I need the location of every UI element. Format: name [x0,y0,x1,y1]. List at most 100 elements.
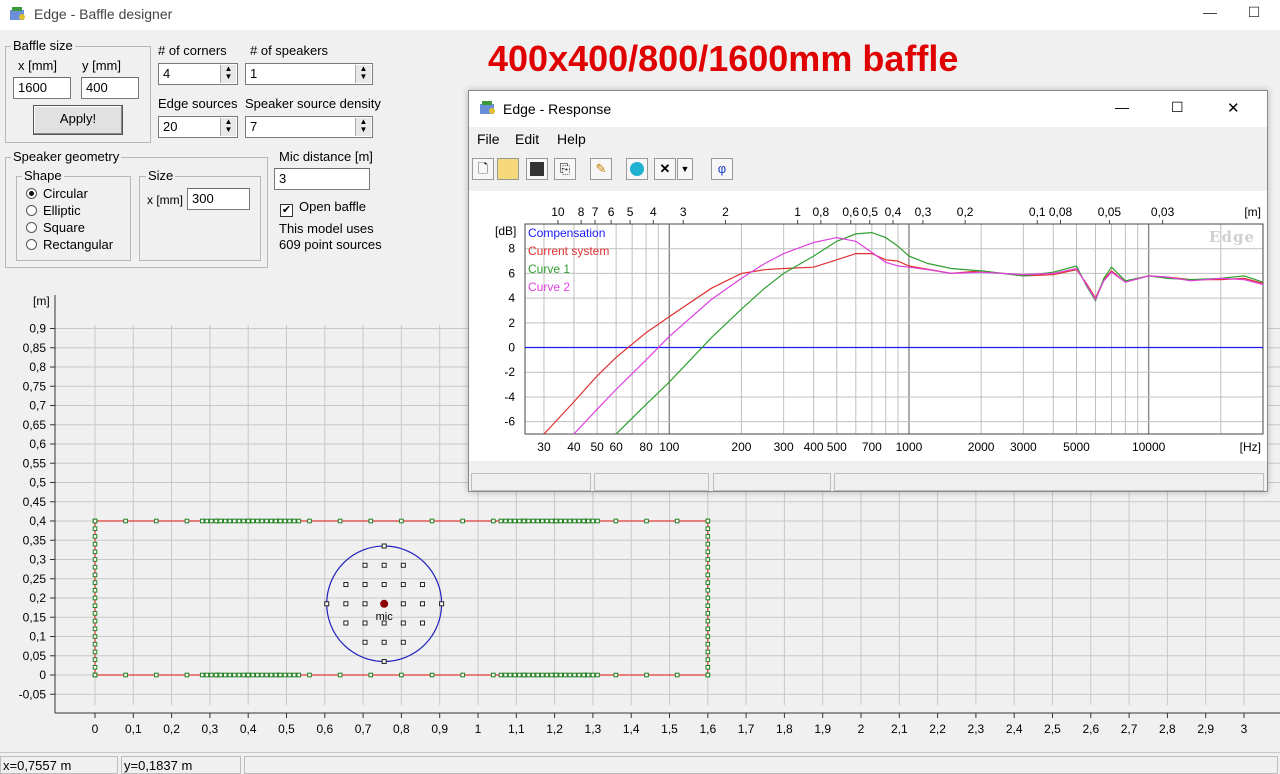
x-tick-label: 2,9 [1197,722,1214,736]
edge-source-point [540,672,545,678]
response-status-cell [471,473,591,491]
radio-selected-icon[interactable] [26,188,37,199]
delete-icon[interactable]: ✕ [654,158,676,180]
close-button[interactable]: ✕ [1227,100,1240,117]
menu-help[interactable]: Help [557,131,586,147]
speaker-source-point [419,582,425,588]
edge-source-point [563,518,568,524]
edge-source-point [282,518,288,524]
edge-source-point [278,518,283,524]
blob-icon[interactable] [626,158,648,180]
baffle-size-group [5,46,151,143]
edge-source-point [245,518,251,524]
edge-source-point [613,672,619,678]
edge-source-point [92,649,98,655]
radio-icon[interactable] [26,205,37,216]
checkmark-icon[interactable]: ✔ [280,204,293,217]
y-tick-label: 2 [508,316,515,330]
edge-source-point [209,518,214,524]
baffle-y-input[interactable]: 400 [81,77,139,99]
spinner-arrows-icon[interactable]: ▲ ▼ [220,118,236,136]
shape-option-elliptic[interactable]: Elliptic [26,203,81,218]
edge-source-point [595,672,600,678]
response-title-bar: Edge - Response — ☐ ✕ [469,91,1267,127]
edge-source-point [92,557,98,562]
edge-source-point [705,672,711,678]
menu-edit[interactable]: Edit [515,131,540,147]
new-icon[interactable]: 🗋 [472,158,494,180]
minimize-button[interactable]: — [1203,4,1217,20]
save-icon[interactable] [526,158,548,180]
edge-source-point [92,641,98,647]
edge-sources-value: 20 [163,119,178,134]
response-window[interactable]: Edge - Response — ☐ ✕ File Edit Help 🗋 ⎘… [468,90,1268,492]
open-baffle-checkbox[interactable]: ✔ Open baffle [280,199,366,217]
edge-source-point [232,672,237,678]
radio-icon[interactable] [26,222,37,233]
maximize-button[interactable]: ☐ [1171,99,1184,115]
x-tick-label: 100 [659,440,679,454]
shape-option-circular[interactable]: Circular [26,186,88,201]
apply-button[interactable]: Apply! [33,105,123,135]
edge-sources-spinner[interactable]: 20 ▲ ▼ [158,116,238,138]
menu-file[interactable]: File [477,131,500,147]
shape-option-square[interactable]: Square [26,220,85,235]
speaker-source-point [419,620,425,626]
y-tick-label: 0,4 [29,514,46,528]
spinner-arrows-icon[interactable]: ▲ ▼ [220,65,236,83]
edge-source-point [92,672,98,678]
speaker-density-spinner[interactable]: 7 ▲ ▼ [245,116,373,138]
x-tick-label: 1,5 [661,722,678,736]
corners-spinner[interactable]: 4 ▲ ▼ [158,63,238,85]
edge-source-point [199,518,205,524]
top-tick-label: 1 [794,205,801,219]
edge-source-point [222,518,228,524]
top-tick-label: 0,4 [885,205,902,219]
speaker-source-point [381,659,387,665]
x-tick-label: 0,3 [202,722,219,736]
pen-icon[interactable]: ✎ [590,158,612,180]
speakers-spinner[interactable]: 1 ▲ ▼ [245,63,373,85]
edge-source-point [92,549,98,555]
baffle-x-input[interactable]: 1600 [13,77,71,99]
x-tick-label: 2,8 [1159,722,1176,736]
phase-icon[interactable]: φ [711,158,733,180]
spinner-arrows-icon[interactable]: ▲ ▼ [355,65,371,83]
app-icon [479,100,497,116]
dropdown-icon[interactable]: ▼ [677,158,693,180]
top-tick-label: 3 [680,205,687,219]
edge-source-point [184,518,190,524]
maximize-button[interactable]: ☐ [1247,4,1261,20]
shape-option-rectangular[interactable]: Rectangular [26,237,113,252]
edge-source-point [368,672,374,678]
y-tick-label: 0,7 [29,399,46,413]
edge-source-point [241,518,246,524]
edge-source-point [291,672,297,678]
mic-distance-input[interactable]: 3 [274,168,370,190]
corners-value: 4 [163,66,171,81]
edge-source-point [705,665,711,670]
radio-icon[interactable] [26,239,37,250]
x-tick-label: 1 [475,722,482,736]
spinner-arrows-icon[interactable]: ▲ ▼ [355,118,371,136]
edge-source-point [250,672,256,678]
x-tick-label: 1,2 [546,722,563,736]
speaker-source-point [400,620,406,626]
edge-source-point [553,518,559,524]
y-tick-label: 6 [508,266,515,280]
edge-source-point [512,518,518,524]
top-tick-label: 8 [578,205,585,219]
minimize-button[interactable]: — [1115,99,1129,115]
x-tick-label: 2,1 [891,722,908,736]
copy-icon[interactable]: ⎘ [554,158,576,180]
edge-source-point [255,518,260,524]
y-tick-label: -2 [504,365,515,379]
edge-source-point [705,618,711,624]
edge-source-point [572,672,577,678]
x-tick-label: 2,6 [1082,722,1099,736]
edge-source-point [92,580,98,585]
open-icon[interactable] [497,158,519,180]
size-x-input[interactable]: 300 [187,188,250,210]
speaker-source-point [362,601,368,607]
